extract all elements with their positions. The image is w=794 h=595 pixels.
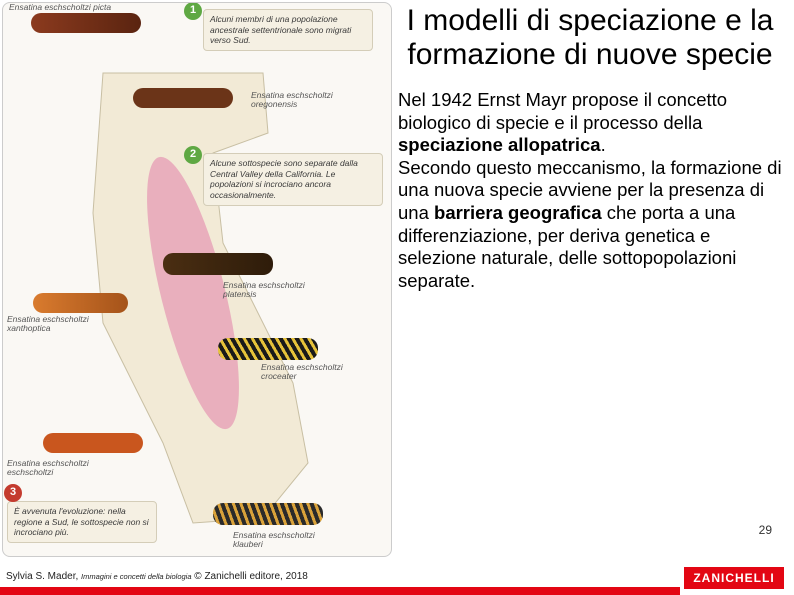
footer-redbar (0, 587, 680, 595)
footer-rest: © Zanichelli editore, 2018 (192, 571, 308, 582)
label-oregonensis: Ensatina eschscholtzi oregonensis (251, 91, 361, 110)
salamander-platensis (163, 253, 273, 275)
label-xanthoptica: Ensatina eschscholtzi xanthoptica (7, 315, 107, 334)
callout-text-2: Alcune sottospecie sono separate dalla C… (210, 158, 358, 200)
label-croceater: Ensatina eschscholtzi croceater (261, 363, 371, 382)
salamander-picta (31, 13, 141, 33)
callout-text-3: È avvenuta l'evoluzione: nella regione a… (14, 506, 149, 537)
callout-text-1: Alcuni membri di una popolazione ancestr… (210, 14, 351, 45)
callout-badge-3: 3 (4, 484, 22, 502)
salamander-klauberi (213, 503, 323, 525)
footer-text: Sylvia S. Mader, Immagini e concetti del… (6, 571, 308, 582)
salamander-croceater (218, 338, 318, 360)
callout-1: 1 Alcuni membri di una popolazione ances… (203, 9, 373, 51)
salamander-oregonensis (133, 88, 233, 108)
slide-body: Nel 1942 Ernst Mayr propose il concetto … (398, 89, 782, 292)
callout-2: 2 Alcune sottospecie sono separate dalla… (203, 153, 383, 206)
footer-author: Sylvia S. Mader, (6, 571, 81, 582)
body-p2: . (601, 134, 606, 155)
label-picta: Ensatina eschscholtzi picta (9, 3, 149, 12)
salamander-xanthoptica (33, 293, 128, 313)
salamander-eschscholtzi (43, 433, 143, 453)
body-p1: Nel 1942 Ernst Mayr propose il concetto … (398, 89, 727, 133)
label-platensis: Ensatina eschscholtzi platensis (223, 281, 333, 300)
footer-book: Immagini e concetti della biologia (81, 572, 191, 581)
page-number: 29 (759, 523, 772, 537)
label-klauberi: Ensatina eschscholtzi klauberi (233, 531, 343, 550)
callout-badge-1: 1 (184, 2, 202, 20)
body-bold2: barriera geografica (434, 202, 602, 223)
callout-3: 3 È avvenuta l'evoluzione: nella regione… (7, 501, 157, 543)
text-panel: I modelli di speciazione e la formazione… (392, 0, 794, 595)
publisher-logo: ZANICHELLI (684, 567, 784, 589)
footer: Sylvia S. Mader, Immagini e concetti del… (0, 557, 794, 595)
label-eschscholtzi: Ensatina eschscholtzi eschscholtzi (7, 459, 107, 478)
diagram-panel: Ensatina eschscholtzi picta Ensatina esc… (2, 2, 392, 557)
body-bold1: speciazione allopatrica (398, 134, 601, 155)
callout-badge-2: 2 (184, 146, 202, 164)
slide-title: I modelli di speciazione e la formazione… (398, 4, 782, 71)
